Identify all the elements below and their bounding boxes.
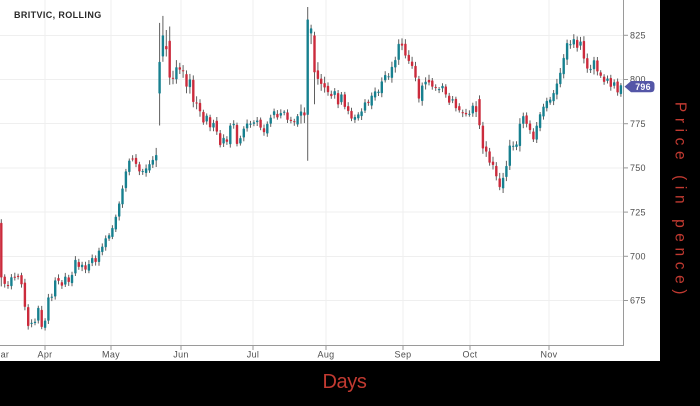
svg-text:Apr: Apr bbox=[38, 350, 53, 360]
svg-text:Price (in pence): Price (in pence) bbox=[672, 102, 689, 300]
svg-text:775: 775 bbox=[630, 119, 646, 129]
svg-text:Days: Days bbox=[323, 371, 367, 393]
svg-text:825: 825 bbox=[630, 31, 646, 41]
svg-text:Jul: Jul bbox=[247, 350, 259, 360]
svg-text:800: 800 bbox=[630, 75, 646, 85]
svg-text:796: 796 bbox=[635, 82, 651, 92]
svg-text:750: 750 bbox=[630, 163, 646, 173]
svg-text:725: 725 bbox=[630, 207, 646, 217]
svg-text:Sep: Sep bbox=[395, 350, 412, 360]
svg-text:Nov: Nov bbox=[541, 350, 558, 360]
svg-text:Oct: Oct bbox=[463, 350, 478, 360]
svg-text:BRITVIC, ROLLING: BRITVIC, ROLLING bbox=[14, 10, 102, 20]
svg-text:Aug: Aug bbox=[318, 350, 335, 360]
svg-text:Mar: Mar bbox=[0, 350, 9, 360]
svg-text:700: 700 bbox=[630, 252, 646, 262]
svg-text:675: 675 bbox=[630, 296, 646, 306]
svg-text:May: May bbox=[102, 350, 120, 360]
svg-text:Jun: Jun bbox=[173, 350, 188, 360]
